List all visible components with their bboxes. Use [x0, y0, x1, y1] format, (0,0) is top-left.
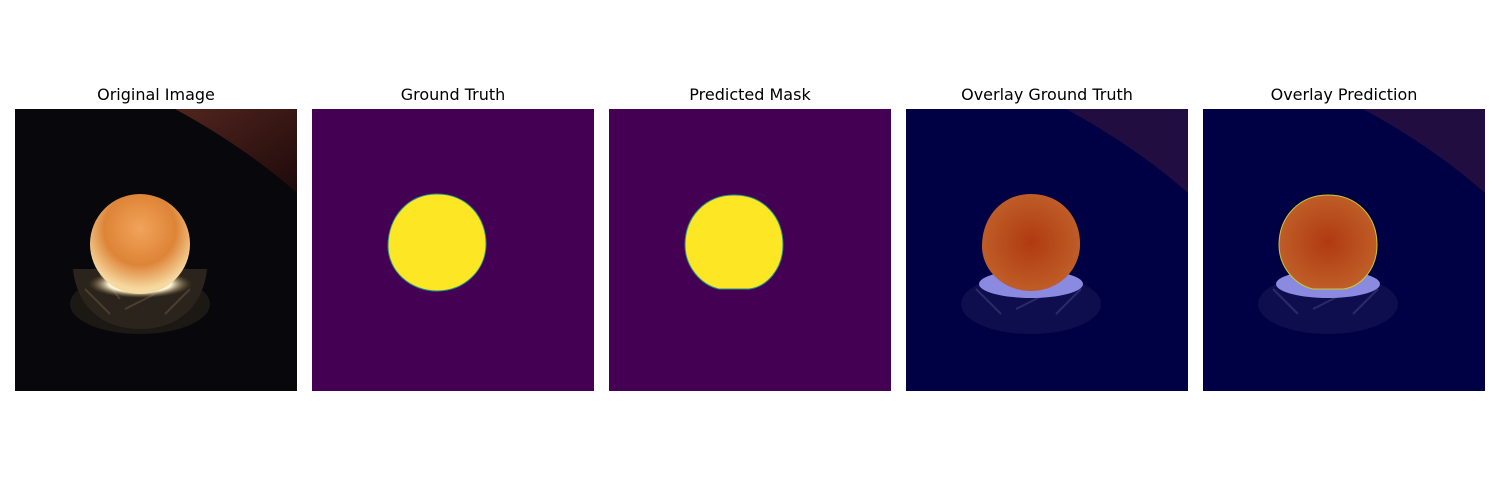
- panel-ground-truth: Ground Truth: [312, 84, 594, 391]
- panel-title: Original Image: [97, 85, 215, 104]
- panel-title: Overlay Ground Truth: [961, 85, 1133, 104]
- overlay-ground-truth-image: [906, 109, 1188, 391]
- panel-title: Overlay Prediction: [1270, 85, 1418, 104]
- panel-title: Predicted Mask: [689, 85, 811, 104]
- panel-original-image: Original Image: [15, 84, 297, 391]
- panel-predicted-mask: Predicted Mask: [609, 84, 891, 391]
- overlay-prediction-image: [1203, 109, 1485, 391]
- panel-overlay-prediction: Overlay Prediction: [1203, 84, 1485, 391]
- predicted-mask: [609, 109, 891, 391]
- original-image: [15, 109, 297, 391]
- panel-title: Ground Truth: [400, 85, 506, 104]
- ground-truth-mask: [312, 109, 594, 391]
- panel-overlay-ground-truth: Overlay Ground Truth: [906, 84, 1188, 391]
